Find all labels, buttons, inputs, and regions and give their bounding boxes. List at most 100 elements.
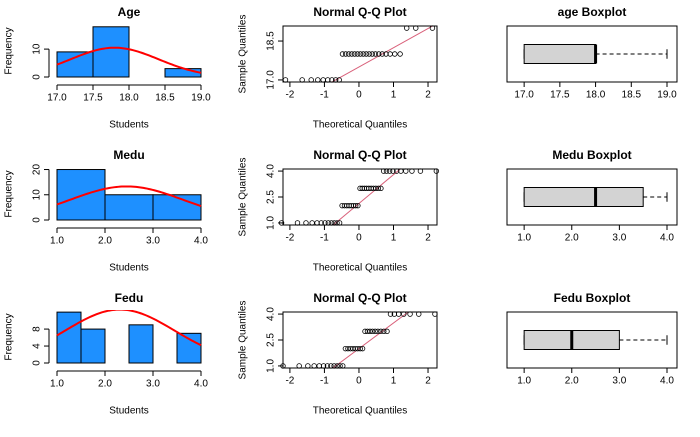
panel-histogram: Age 17.0 17.5 18.0 18.5 19.0 0 10 Students Freque… [4,5,212,130]
panel-qq: Normal Q-Q Plot -2 -1 0 1 2 1.0 2.5 4.0 Theoretic… [238,291,438,417]
y-tick-label: 17.0 [266,70,277,90]
qq-point [346,51,352,57]
bar [128,324,154,364]
x-tick-label: 2 [425,90,431,101]
y-tick-label: 1.0 [266,216,277,230]
qq-point [376,51,382,57]
y-tick-label: 18.5 [266,31,277,51]
y-tick-label: 0 [32,74,43,80]
x-tick-label: 17.0 [514,90,534,101]
chart-title: Normal Q-Q Plot [313,5,406,19]
y-axis-label: Sample Quantiles [238,158,249,237]
qq-point [369,328,376,335]
bar [80,328,106,364]
x-tick-label: 18.0 [586,90,606,101]
y-tick-label: 4.0 [266,307,277,321]
bar [176,332,202,364]
x-tick-label: 3.0 [146,379,160,390]
y-axis-label: Frequency [4,170,15,217]
chart-title: Fedu Boxplot [554,291,631,305]
qq-point [354,51,361,57]
x-tick-label: 1.0 [50,379,64,390]
x-axis-label: Students [109,263,148,274]
qq-point [363,51,369,57]
qq-point [379,51,385,57]
y-tick-label: 0 [32,217,43,223]
qq-point [392,51,398,57]
x-tick-label: 17.0 [47,93,67,104]
x-tick-label: 17.5 [550,90,570,101]
bar [164,68,202,78]
qq-point [381,328,387,335]
chart-title: Normal Q-Q Plot [313,148,406,162]
x-tick-label: 3.0 [146,236,160,247]
qq-point [351,51,358,57]
y-tick-label: 1.0 [266,359,277,373]
qq-point [364,328,371,335]
bar [56,169,106,221]
qq-point [353,202,359,209]
x-tick-label: 1 [391,90,397,101]
qq-point [372,51,379,57]
x-tick-label: 19.0 [191,93,211,104]
x-tick-label: 1.0 [50,236,64,247]
x-axis-label: Theoretical Quantiles [313,120,408,131]
x-tick-label: 2.0 [565,233,579,244]
y-axis-label: Frequency [4,313,15,360]
bar [56,311,82,364]
y-axis-label: Sample Quantiles [238,301,249,380]
qq-point [359,345,366,352]
x-tick-label: -1 [320,233,329,244]
chart-title: Medu [113,148,144,162]
x-tick-label: 1.0 [517,233,531,244]
y-tick-label: 10 [32,189,43,201]
qq-point [348,51,355,57]
qq-point [383,51,389,57]
qq-point [357,51,364,57]
x-tick-label: 18.5 [155,93,175,104]
density-curve [56,310,202,347]
x-tick-label: 2 [425,233,431,244]
x-tick-label: 19.0 [657,90,677,101]
qq-point [372,328,378,335]
x-tick-label: -2 [285,376,294,387]
density-curve [56,46,202,74]
x-tick-label: 18.0 [119,93,139,104]
x-tick-label: 18.5 [622,90,642,101]
x-tick-label: -1 [320,90,329,101]
qq-point [369,51,375,57]
qq-line [332,169,402,225]
x-tick-label: 3.0 [612,233,626,244]
qq-line [330,26,434,82]
y-tick-label: 4.0 [266,164,277,178]
x-tick-label: 3.0 [612,376,626,387]
panel-boxplot: Medu Boxplot 1.0 2.0 3.0 4.0 [506,148,678,244]
y-tick-label: 8 [32,326,43,332]
x-tick-label: 4.0 [194,379,208,390]
x-tick-label: 17.5 [83,93,103,104]
x-tick-label: 2.0 [98,236,112,247]
x-tick-label: 2.0 [98,379,112,390]
x-tick-label: 1 [391,233,397,244]
plot-frame [282,311,438,369]
panel-boxplot: age Boxplot 17.0 17.5 18.0 18.5 19.0 [506,5,678,101]
qq-point [375,185,382,192]
x-tick-label: 4.0 [660,376,674,387]
x-tick-label: 4.0 [194,236,208,247]
qq-point [378,328,384,335]
qq-point [373,185,379,192]
x-tick-label: -2 [285,233,294,244]
x-tick-label: 1 [391,376,397,387]
panel-qq: Normal Q-Q Plot -2 -1 0 1 2 1.0 2.5 4.0 Theoretic… [238,148,440,274]
box [523,44,597,64]
x-axis-label: Students [109,406,148,417]
y-tick-label: 20 [32,164,43,176]
y-axis-label: Frequency [4,27,15,74]
y-tick-label: 4 [32,343,43,349]
x-tick-label: 0 [356,233,362,244]
chart-title: Age [118,5,141,19]
y-tick-label: 2.5 [266,333,277,347]
qq-point [355,202,361,209]
chart-title: Fedu [115,291,144,305]
